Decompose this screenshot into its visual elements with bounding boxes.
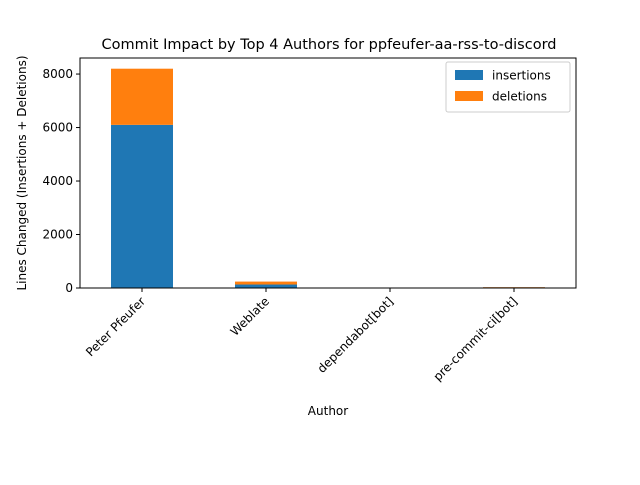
bar-insertions-1 — [235, 285, 297, 288]
legend-swatch-insertions — [455, 70, 483, 80]
x-axis-label: Author — [308, 404, 348, 418]
y-tick-label: 2000 — [42, 228, 73, 242]
bar-deletions-1 — [235, 282, 297, 285]
y-tick-label: 8000 — [42, 67, 73, 81]
y-tick-label: 4000 — [42, 174, 73, 188]
bar-deletions-0 — [111, 69, 173, 125]
legend-label-insertions: insertions — [492, 69, 551, 83]
legend: insertions deletions — [446, 62, 570, 112]
y-axis: 0 2000 4000 6000 8000 — [42, 67, 80, 295]
bar-insertions-0 — [111, 125, 173, 288]
x-tick-label: Peter Pfeufer — [83, 294, 148, 359]
legend-swatch-deletions — [455, 91, 483, 101]
chart-title: Commit Impact by Top 4 Authors for ppfeu… — [102, 37, 557, 53]
x-tick-label: pre-commit-ci[bot] — [431, 294, 521, 384]
y-tick-label: 6000 — [42, 121, 73, 135]
x-axis: Peter Pfeufer Weblate dependabot[bot] pre-c… — [83, 288, 520, 384]
legend-label-deletions: deletions — [492, 90, 547, 104]
y-tick-label: 0 — [65, 281, 73, 295]
x-tick-label: Weblate — [228, 294, 273, 339]
x-tick-label: dependabot[bot] — [315, 294, 397, 376]
y-axis-label: Lines Changed (Insertions + Deletions) — [15, 55, 29, 290]
